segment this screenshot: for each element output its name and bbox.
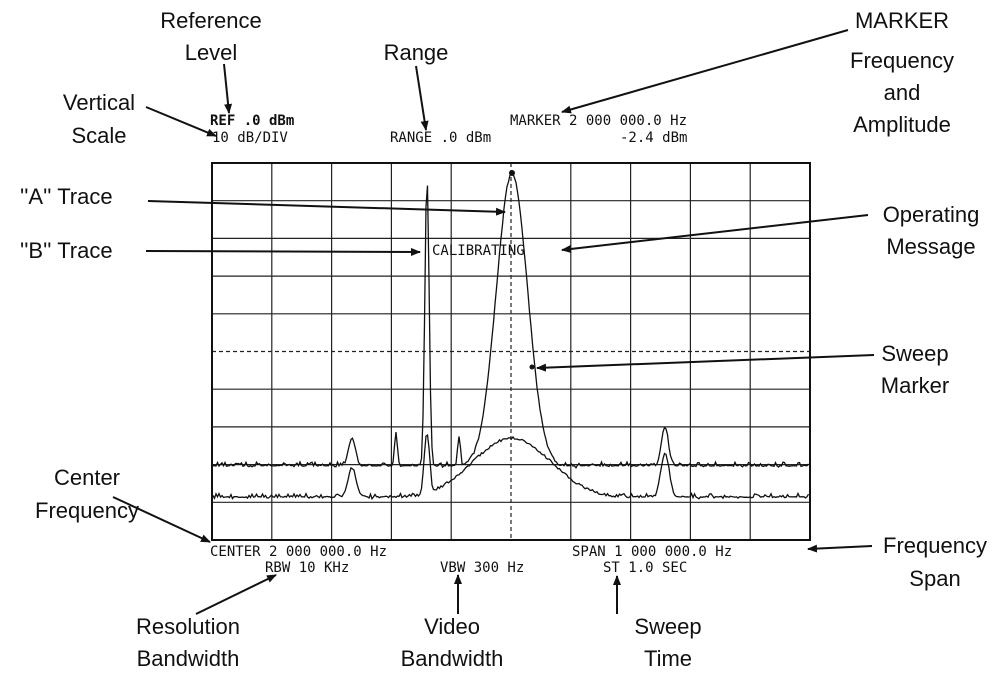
svg-text:and: and [884,80,921,105]
svg-text:Sweep: Sweep [881,341,948,366]
svg-text:Level: Level [185,40,238,65]
vertical-scale-readout: 10 dB/DIV [212,130,288,146]
svg-text:Video: Video [424,614,480,639]
callout-center-frequency: Center Frequency [35,465,139,523]
callout-range: Range [384,40,449,65]
arrow-reference-level [223,63,233,114]
center-frequency-readout: CENTER 2 000 000.0 Hz [210,544,387,560]
ref-level-readout: REF .0 dBm [210,113,294,129]
callout-reference-level: Reference Level [160,8,262,65]
arrow-marker [561,29,849,114]
svg-text:Marker: Marker [881,373,949,398]
screen-graticule [212,163,810,540]
callout-vertical-scale: Vertical Scale [63,90,135,148]
arrow-frequency-span [807,544,873,553]
svg-text:''A'' Trace: ''A'' Trace [20,184,113,209]
svg-text:Amplitude: Amplitude [853,112,951,137]
svg-text:Sweep: Sweep [634,614,701,639]
sweep-time-readout: ST 1.0 SEC [603,560,687,576]
svg-text:Bandwidth: Bandwidth [401,646,504,671]
marker-dot [509,170,515,176]
callout-operating-message: Operating Message [883,202,980,259]
svg-text:Span: Span [909,566,960,591]
arrow-sweep-marker [536,354,875,372]
arrow-center-frequency [112,496,211,543]
svg-text:Frequency: Frequency [850,48,954,73]
svg-text:Vertical: Vertical [63,90,135,115]
svg-text:Center: Center [54,465,120,490]
callout-sweep-marker: Sweep Marker [881,341,949,398]
svg-text:Operating: Operating [883,202,980,227]
arrow-vertical-scale [145,106,217,137]
b-trace-line [212,433,810,501]
range-readout: RANGE .0 dBm [390,130,491,146]
callout-video-bandwidth: Video Bandwidth [401,614,504,671]
arrow-a-trace [147,200,506,216]
callout-marker: MARKER Frequency and Amplitude [850,8,954,137]
svg-text:Frequency: Frequency [883,533,987,558]
callout-b-trace: ''B'' Trace [20,238,113,263]
callout-resolution-bandwidth: Resolution Bandwidth [136,614,240,671]
leader-arrows [112,29,875,615]
marker-amplitude-readout: -2.4 dBm [620,130,687,146]
callout-sweep-time: Sweep Time [634,614,701,671]
vbw-readout: VBW 300 Hz [440,560,524,576]
screen-frame [211,162,811,541]
callout-frequency-span: Frequency Span [883,533,987,591]
svg-text:Reference: Reference [160,8,262,33]
svg-text:Frequency: Frequency [35,498,139,523]
svg-text:''B'' Trace: ''B'' Trace [20,238,113,263]
svg-text:Message: Message [886,234,975,259]
rbw-readout: RBW 10 KHz [265,560,349,576]
sweep-marker-dot [529,364,535,370]
svg-text:Time: Time [644,646,692,671]
svg-text:Range: Range [384,40,449,65]
arrow-resolution-bandwidth [195,574,277,615]
svg-text:Scale: Scale [71,123,126,148]
marker-frequency-readout: MARKER 2 000 000.0 Hz [510,113,687,129]
callout-a-trace: ''A'' Trace [20,184,113,209]
span-readout: SPAN 1 000 000.0 Hz [572,544,732,560]
arrow-b-trace [145,247,421,256]
svg-text:Resolution: Resolution [136,614,240,639]
operating-message: CALIBRATING [432,243,525,259]
arrow-operating-message [561,214,869,253]
arrow-range [415,65,429,131]
svg-text:Bandwidth: Bandwidth [137,646,240,671]
svg-text:MARKER: MARKER [855,8,949,33]
